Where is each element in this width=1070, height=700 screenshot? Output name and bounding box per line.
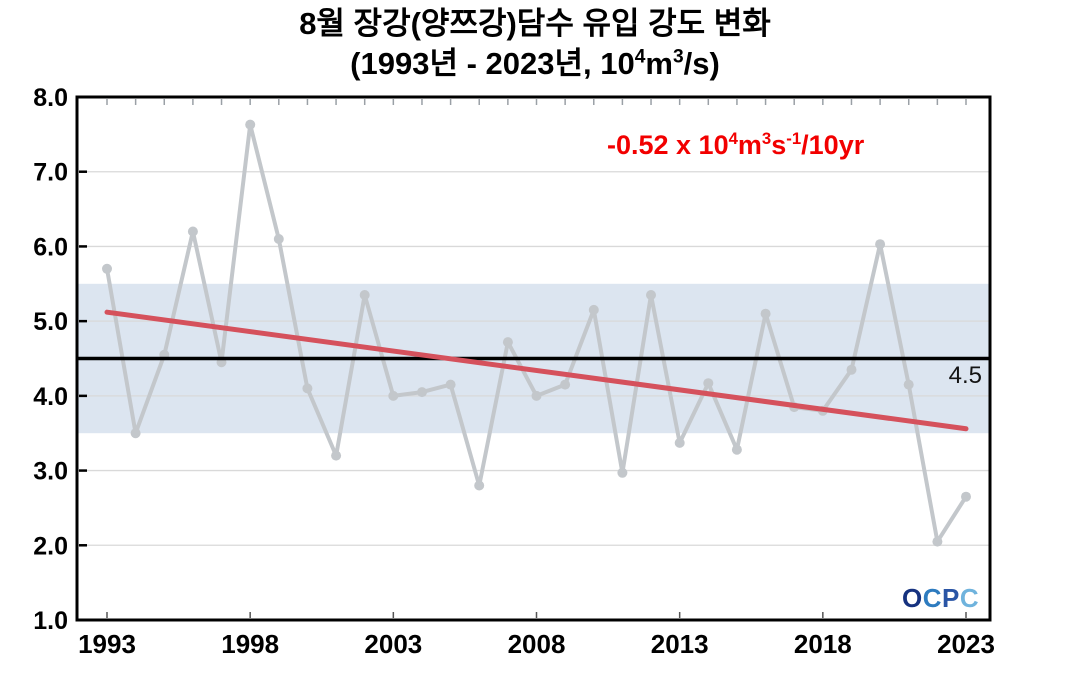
x-axis-tick-label: 1993 xyxy=(78,629,136,659)
data-point xyxy=(674,437,685,448)
data-point xyxy=(245,119,256,130)
data-point xyxy=(388,390,399,401)
data-point xyxy=(187,226,198,237)
annotation-s: s xyxy=(771,130,787,160)
ocpc-logo: OCPC xyxy=(902,583,979,614)
title-exponent-3: 3 xyxy=(672,46,684,68)
ocpc-logo-letter: C xyxy=(959,583,980,613)
annotation-per-decade: /10yr xyxy=(801,130,865,160)
title-units-prefix: (1993년 - 2023년, 10 xyxy=(350,46,635,81)
data-point xyxy=(846,364,857,375)
chart-title-line1: 8월 장강(양쯔강)담수 유입 강도 변화 xyxy=(299,6,771,41)
data-point xyxy=(646,290,656,300)
data-point xyxy=(731,444,742,455)
x-axis-tick-label: 2023 xyxy=(937,629,995,659)
annotation-m: m xyxy=(737,130,762,160)
ocpc-logo-letter: C xyxy=(922,583,943,613)
data-point xyxy=(359,290,370,300)
data-point xyxy=(703,378,714,389)
trend-rate-annotation: -0.52 x 104m3s-1/10yr xyxy=(607,130,864,161)
data-point xyxy=(617,467,628,478)
y-axis-tick-label: 7.0 xyxy=(33,159,68,187)
annotation-exp-neg1: -1 xyxy=(786,129,802,148)
annotation-value: -0.52 x 10 xyxy=(607,130,729,160)
mean-line-label: 4.5 xyxy=(948,362,982,389)
plot-frame xyxy=(75,95,992,622)
data-point xyxy=(102,263,112,274)
data-point xyxy=(331,450,342,461)
data-point xyxy=(302,383,313,394)
title-units-m: m xyxy=(645,46,673,81)
data-point xyxy=(502,337,513,348)
data-point xyxy=(445,379,456,390)
data-point xyxy=(961,491,971,502)
data-point xyxy=(417,387,427,398)
y-axis-tick-label: 1.0 xyxy=(33,607,68,635)
data-point xyxy=(903,379,914,390)
data-point xyxy=(588,304,599,315)
data-point xyxy=(531,390,542,401)
data-point xyxy=(560,379,571,390)
annotation-exp-3: 3 xyxy=(761,129,772,148)
x-axis-tick-label: 2013 xyxy=(651,629,709,659)
data-point xyxy=(474,480,485,491)
data-point xyxy=(875,239,886,250)
y-axis-tick-label: 3.0 xyxy=(33,458,68,486)
x-axis-tick-label: 1998 xyxy=(221,629,279,659)
y-axis-tick-label: 5.0 xyxy=(33,308,68,336)
data-point xyxy=(932,536,943,547)
title-exponent-4: 4 xyxy=(634,46,646,68)
title-units-suffix: /s) xyxy=(683,46,720,81)
chart-title-line2: (1993년 - 2023년, 104m3/s) xyxy=(0,46,1070,82)
trend-line xyxy=(104,309,969,432)
data-point xyxy=(273,234,284,244)
annotation-exp-4: 4 xyxy=(728,129,738,148)
ocpc-logo-letter: P xyxy=(942,583,960,613)
data-point xyxy=(130,428,141,439)
x-axis-tick-label: 2003 xyxy=(364,629,422,659)
y-axis-tick-label: 8.0 xyxy=(33,84,68,112)
x-axis-tick-label: 2018 xyxy=(794,629,852,659)
ocpc-logo-letter: O xyxy=(902,583,923,613)
y-axis-tick-label: 4.0 xyxy=(33,383,68,411)
y-axis-tick-label: 2.0 xyxy=(33,532,68,560)
data-point xyxy=(760,308,771,319)
y-axis-tick-label: 6.0 xyxy=(33,233,68,261)
x-axis-tick-label: 2008 xyxy=(508,629,566,659)
